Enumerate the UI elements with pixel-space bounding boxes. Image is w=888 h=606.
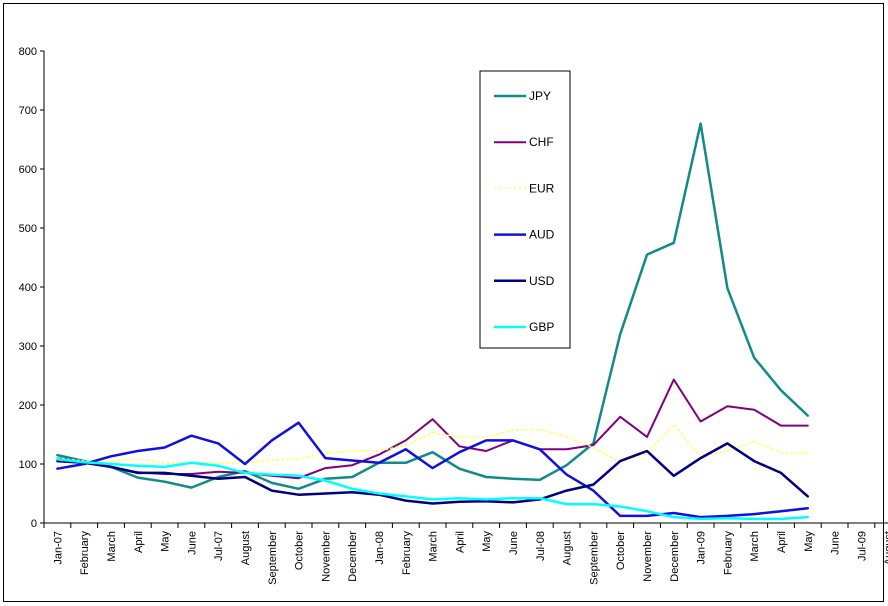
legend-label-gbp: GBP xyxy=(529,320,554,334)
x-tick-label: February xyxy=(722,531,734,576)
x-tick-label: May xyxy=(803,531,815,552)
x-tick-label: February xyxy=(401,531,413,576)
x-tick-label: Jan-08 xyxy=(374,531,386,565)
x-tick-label: December xyxy=(669,531,681,582)
x-axis: Jan-07 February March April May June Jul-07 Aug… xyxy=(43,522,888,585)
y-tick-label: 400 xyxy=(19,282,37,294)
legend-label-eur: EUR xyxy=(529,181,555,195)
legend: JPY CHF EUR AUD USD GBP xyxy=(479,70,571,349)
x-tick-label: April xyxy=(454,531,466,553)
series-line-aud xyxy=(56,421,810,519)
legend-label-chf: CHF xyxy=(529,135,554,149)
x-tick-label: May xyxy=(160,531,172,552)
x-tick-label: September xyxy=(588,531,600,585)
x-tick-label: April xyxy=(133,531,145,553)
y-tick-label: 300 xyxy=(19,341,37,353)
y-tick-label: 100 xyxy=(19,459,37,471)
x-tick-label: March xyxy=(106,531,118,562)
x-tick-label: June xyxy=(186,531,198,555)
x-tick-label: October xyxy=(294,531,306,570)
x-tick-label: Jan-07 xyxy=(52,531,64,565)
legend-label-usd: USD xyxy=(529,274,555,288)
x-tick-label: August xyxy=(883,531,888,565)
series-layer xyxy=(56,122,810,521)
y-tick-label: 0 xyxy=(31,518,37,530)
y-tick-label: 800 xyxy=(19,46,37,58)
y-tick-label: 600 xyxy=(19,164,37,176)
x-tick-label: June xyxy=(830,531,842,555)
series-line-chf xyxy=(56,378,809,480)
series-line-eur xyxy=(56,423,809,465)
series-line-gbp xyxy=(56,458,810,521)
x-tick-label: November xyxy=(320,531,332,582)
x-tick-label: November xyxy=(642,531,654,582)
x-tick-label: December xyxy=(347,531,359,582)
series-line-usd xyxy=(56,442,810,505)
x-tick-label: Jul-08 xyxy=(535,531,547,561)
x-tick-label: April xyxy=(776,531,788,553)
x-tick-label: Jul-07 xyxy=(213,531,225,561)
x-tick-label: August xyxy=(562,531,574,565)
y-tick-label: 500 xyxy=(19,223,37,235)
x-tick-label: March xyxy=(749,531,761,562)
x-tick-label: Jul-09 xyxy=(856,531,868,561)
x-tick-label: August xyxy=(240,531,252,565)
x-tick-label: Jan-09 xyxy=(696,531,708,565)
x-tick-label: February xyxy=(79,531,91,576)
x-tick-label: June xyxy=(508,531,520,555)
y-tick-label: 200 xyxy=(19,400,37,412)
x-tick-label: March xyxy=(428,531,440,562)
legend-box xyxy=(479,70,571,349)
x-tick-label: September xyxy=(267,531,279,585)
legend-label-jpy: JPY xyxy=(529,89,551,103)
series-line-jpy xyxy=(56,122,810,491)
legend-label-aud: AUD xyxy=(529,228,555,242)
x-tick-label: May xyxy=(481,531,493,552)
y-axis: 0 100 200 300 400 500 600 700 800 xyxy=(19,46,45,530)
x-tick-label: October xyxy=(615,531,627,570)
y-tick-label: 700 xyxy=(19,105,37,117)
